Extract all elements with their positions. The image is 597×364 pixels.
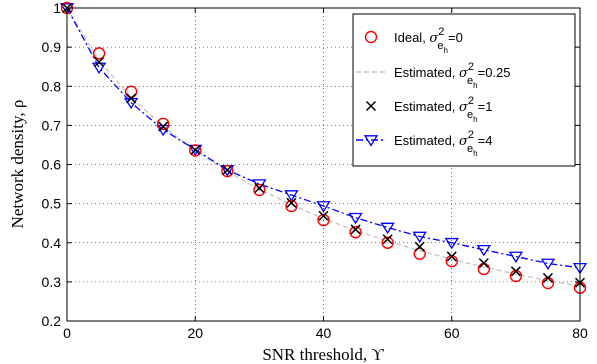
data-point-circle [124, 85, 138, 98]
data-point-circle [285, 199, 298, 213]
legend: Ideal, σ2 eh=0 Estimated, σ2 eh=0.25 Estimat… [352, 13, 576, 167]
data-point-triangle [508, 251, 524, 264]
data-point-circle [413, 247, 426, 260]
legend-label: Estimated, σ2 eh=0.25 [394, 61, 511, 90]
data-point-circle [189, 144, 202, 157]
data-point-circle [92, 47, 106, 60]
data-point-x [190, 144, 201, 156]
legend-label: Ideal, σ2 eh=0 [394, 26, 463, 55]
y-tick-label: 0.6 [42, 157, 62, 173]
legend-entry: Estimated, σ2 eh=0.25 [356, 61, 511, 90]
series-layer [59, 1, 588, 294]
y-tick-label: 0.5 [42, 196, 62, 212]
data-point-x [350, 224, 361, 235]
legend-label: Estimated, σ2 eh=1 [394, 95, 492, 124]
data-point-x [478, 258, 489, 269]
data-point-circle [381, 236, 394, 249]
data-point-x [382, 234, 393, 245]
x-tick-label: 80 [572, 325, 588, 341]
y-tick-label: 0.9 [42, 39, 62, 55]
x-tick-label: 20 [187, 325, 203, 341]
series-line [66, 7, 581, 269]
legend-entries: Ideal, σ2 eh=0 Estimated, σ2 eh=0.25 Estimat… [356, 26, 511, 158]
data-point-triangle [476, 244, 491, 257]
series-2 [66, 7, 581, 287]
data-point-triangle [540, 258, 556, 271]
data-point-x [222, 164, 233, 176]
y-tick-label: 1 [53, 0, 61, 16]
data-point-x [510, 266, 521, 277]
data-point-circle [156, 117, 170, 131]
legend-box [352, 13, 576, 167]
data-point-circle [253, 183, 266, 197]
data-point-circle [221, 164, 234, 178]
x-tick-label: 40 [316, 325, 332, 341]
data-point-x [446, 251, 457, 262]
y-tick-label: 0.4 [42, 235, 62, 251]
y-tick-label: 0.8 [42, 78, 62, 94]
data-point-x [414, 241, 425, 252]
data-point-x [318, 210, 329, 221]
data-point-triangle [59, 3, 75, 15]
data-point-x [286, 197, 297, 208]
data-point-x [94, 56, 105, 68]
y-tick-label: 0.7 [42, 117, 62, 133]
data-point-triangle [316, 201, 331, 213]
data-point-x [158, 121, 169, 132]
legend-label: Estimated, σ2 eh=4 [394, 129, 492, 158]
data-point-x [542, 272, 553, 283]
y-axis-title: Network density, ρ [8, 100, 27, 229]
data-point-x [126, 93, 137, 104]
y-tick-label: 0.3 [42, 274, 62, 290]
series-line [66, 7, 581, 287]
data-point-circle [364, 30, 378, 44]
data-point-circle [317, 213, 330, 227]
data-point-triangle [348, 212, 363, 225]
x-tick-label: 0 [63, 325, 71, 341]
legend-entry: Estimated, σ2 eh=1 [365, 95, 492, 124]
data-point-triangle [284, 190, 299, 202]
legend-entry: Ideal, σ2 eh=0 [364, 26, 463, 55]
data-point-triangle [412, 231, 427, 244]
data-point-circle [349, 225, 362, 239]
data-point-x [365, 100, 377, 112]
legend-entry: Estimated, σ2 eh=4 [356, 129, 492, 158]
data-point-triangle [380, 222, 395, 235]
data-point-triangle [363, 135, 379, 147]
data-point-x [254, 182, 265, 194]
tick-labels: 0.2 0.3 0.4 0.5 0.6 0.7 0.8 0.9 1 0 20 40 60 80 [42, 0, 588, 341]
y-tick-label: 0.2 [42, 313, 62, 329]
x-tick-label: 60 [444, 325, 460, 341]
data-point-triangle [91, 62, 107, 75]
data-point-triangle [444, 237, 459, 250]
x-axis-title: SNR threshold, ϒ [262, 345, 384, 364]
axis-ticks [66, 7, 581, 322]
